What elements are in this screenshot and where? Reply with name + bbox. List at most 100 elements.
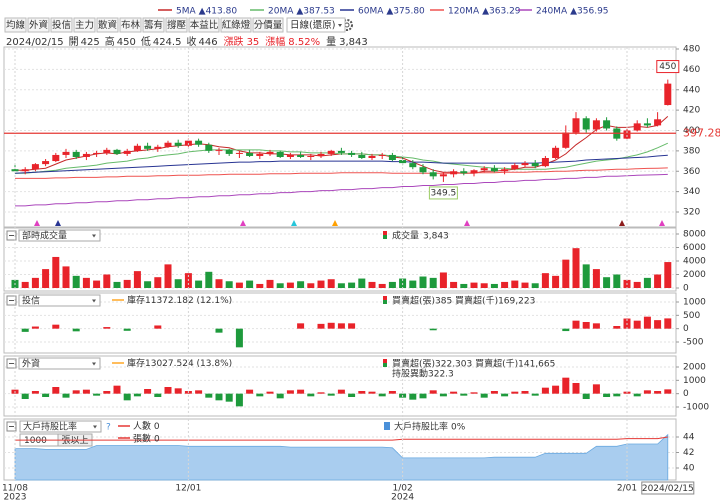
bar	[256, 393, 264, 397]
bar	[225, 393, 233, 402]
tab[interactable]: 紅綠燈	[222, 19, 251, 31]
candle-body	[144, 145, 152, 149]
bar	[562, 259, 570, 288]
panel-select[interactable]	[19, 420, 102, 433]
tab[interactable]: 主力	[75, 19, 94, 31]
tab[interactable]: 籌有	[144, 19, 163, 31]
bar	[664, 318, 672, 329]
panel-select-label[interactable]: 投信	[22, 295, 40, 307]
bar	[103, 391, 111, 394]
tab-box[interactable]	[27, 17, 50, 33]
tab[interactable]: 外資	[29, 19, 49, 31]
bar	[378, 393, 386, 397]
x-tick-year: 2023	[4, 493, 27, 502]
panel-select[interactable]	[18, 229, 101, 242]
bar	[297, 281, 305, 288]
panel-select-label[interactable]: 外資	[22, 358, 40, 370]
text-part: 8.52%	[288, 37, 320, 48]
tab-box[interactable]	[252, 17, 284, 33]
tab-box[interactable]	[50, 17, 73, 33]
bar	[205, 393, 213, 398]
bar	[562, 377, 570, 394]
bar	[592, 323, 600, 329]
bar	[603, 393, 611, 397]
bar	[480, 393, 488, 398]
bar	[307, 283, 315, 288]
period-select[interactable]	[286, 17, 346, 33]
bar	[52, 256, 60, 288]
text-part: 20MA	[268, 6, 294, 16]
tab-box[interactable]	[165, 17, 188, 33]
bar	[470, 282, 478, 288]
bar	[235, 393, 243, 407]
bar	[368, 281, 376, 288]
tab-box[interactable]	[188, 17, 220, 33]
bar	[633, 393, 641, 397]
tab-box[interactable]	[73, 17, 96, 33]
text-part: 買賣超(張)385 買賣超(千)169,223	[392, 294, 535, 306]
panel-select[interactable]	[18, 294, 101, 307]
bar	[388, 391, 396, 394]
candle-body	[552, 147, 560, 159]
candle-body	[317, 153, 325, 156]
bar	[450, 391, 458, 394]
legend-swatch	[383, 363, 387, 367]
bar	[572, 320, 580, 329]
tab[interactable]: 本益比	[190, 19, 219, 31]
tab[interactable]: 均線	[6, 19, 26, 31]
candle-body	[133, 145, 141, 151]
tab[interactable]: 布林	[121, 19, 141, 31]
high-annotation-box	[656, 60, 680, 74]
tab[interactable]: 散資	[98, 19, 118, 31]
candle-body	[541, 158, 549, 167]
tab-box[interactable]	[119, 17, 142, 33]
bar	[307, 393, 315, 397]
candle-body	[215, 149, 223, 151]
bar	[572, 248, 580, 288]
candle-body	[113, 149, 121, 154]
tab-box[interactable]	[4, 17, 27, 33]
bar	[358, 391, 366, 394]
candle-body	[62, 151, 70, 155]
candle-body	[225, 149, 233, 154]
panel-select-label[interactable]: 部時成交量	[22, 230, 67, 242]
bar	[643, 316, 651, 329]
text-part: 425	[81, 37, 100, 48]
legend-entry: 成交量 3,843	[392, 229, 449, 241]
text-part: 大戶持股比率	[394, 420, 448, 432]
bar	[541, 273, 549, 288]
candle-body	[531, 163, 539, 167]
y-tick-label: 0	[683, 284, 689, 294]
tab[interactable]: 投信	[52, 19, 71, 31]
y-tick-label: 380	[683, 146, 700, 156]
tab-box[interactable]	[220, 17, 252, 33]
tab[interactable]: 撐壓	[167, 19, 187, 31]
bar	[21, 393, 29, 399]
bar	[225, 281, 233, 288]
candle-body	[633, 123, 641, 131]
threshold-value[interactable]: 1000	[24, 436, 47, 446]
y-tick-label: 1000	[683, 298, 706, 308]
bar	[144, 281, 152, 288]
cursor-date-box	[641, 481, 695, 495]
bar	[286, 282, 294, 288]
help-icon[interactable]: ?	[106, 423, 111, 433]
text-part: 成交量	[392, 229, 419, 241]
bar	[297, 323, 305, 329]
candle-body	[643, 123, 651, 126]
period-label[interactable]: 日線(還原)	[290, 19, 335, 31]
bar	[246, 280, 254, 288]
y-tick-label: 360	[683, 167, 700, 177]
ma-line	[15, 167, 668, 179]
tab-box[interactable]	[96, 17, 119, 33]
candle-body	[72, 151, 80, 157]
event-marker	[55, 220, 61, 226]
candle-body	[592, 120, 600, 130]
legend-entry: 買賣超(張)385 買賣超(千)169,223	[392, 294, 535, 306]
panel-select-label[interactable]: 大戶持股比率	[23, 421, 77, 433]
legend-entry: 20MA ▲387.53	[268, 6, 335, 16]
bar	[409, 393, 417, 400]
tab-box[interactable]	[142, 17, 165, 33]
panel-select[interactable]	[18, 357, 101, 370]
tab[interactable]: 分價量	[254, 19, 283, 31]
